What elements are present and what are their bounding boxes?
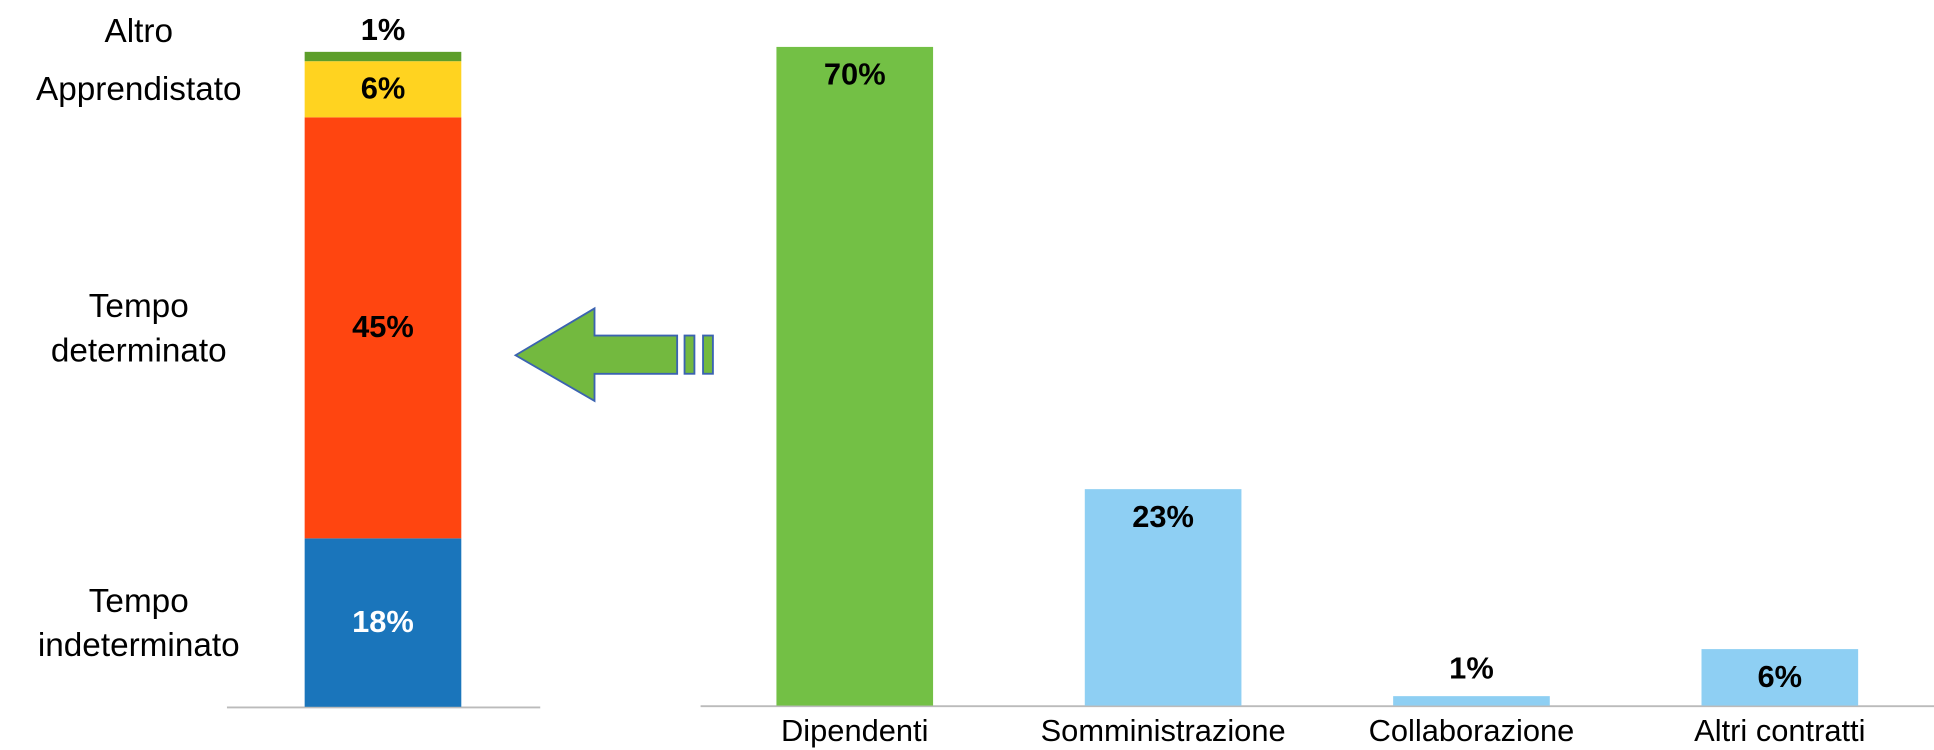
bar-segment (304, 51, 462, 62)
bar-segment (304, 61, 462, 118)
series-label-wrap: Apprendistato (12, 15, 265, 163)
series-label-box: Tempo indeterminato (12, 549, 265, 697)
data-label: 45% (352, 309, 414, 344)
series-label: Altro (104, 12, 174, 50)
arrow-body (513, 306, 679, 403)
data-label: 1% (1449, 650, 1494, 685)
series-label-box: Altro (12, 0, 265, 105)
series-label: Tempo determinato (50, 287, 227, 369)
series-label-box: Apprendistato (12, 15, 265, 163)
data-label: 1% (361, 12, 406, 47)
data-label: 23% (1132, 499, 1194, 534)
bar-segment (304, 117, 462, 539)
series-label: Tempo indeterminato (37, 581, 240, 664)
series-label-wrap: Altro (12, 0, 265, 105)
x-tick-label: Altri contratti (1694, 713, 1865, 748)
bar (776, 46, 934, 706)
bar-segment (304, 538, 462, 707)
data-label: 70% (824, 57, 886, 92)
arrow-stripe (702, 334, 714, 375)
series-label-box: Tempo determinato (12, 254, 265, 402)
x-tick-label: Collaborazione (1369, 713, 1575, 748)
data-label: 6% (361, 71, 406, 106)
bar (1084, 489, 1242, 706)
series-label: Apprendistato (36, 70, 242, 108)
series-label-wrap: Tempo indeterminato (12, 549, 265, 697)
x-tick-label: Somministrazione (1041, 713, 1286, 748)
arrow (513, 306, 714, 403)
data-label: 18% (352, 604, 414, 639)
bar (1701, 649, 1859, 706)
bar (1393, 696, 1550, 706)
series-label-wrap: Tempo determinato (12, 254, 265, 402)
data-label: 6% (1758, 659, 1803, 694)
arrow-stripe (683, 334, 696, 375)
x-tick-label: Dipendenti (781, 713, 928, 748)
